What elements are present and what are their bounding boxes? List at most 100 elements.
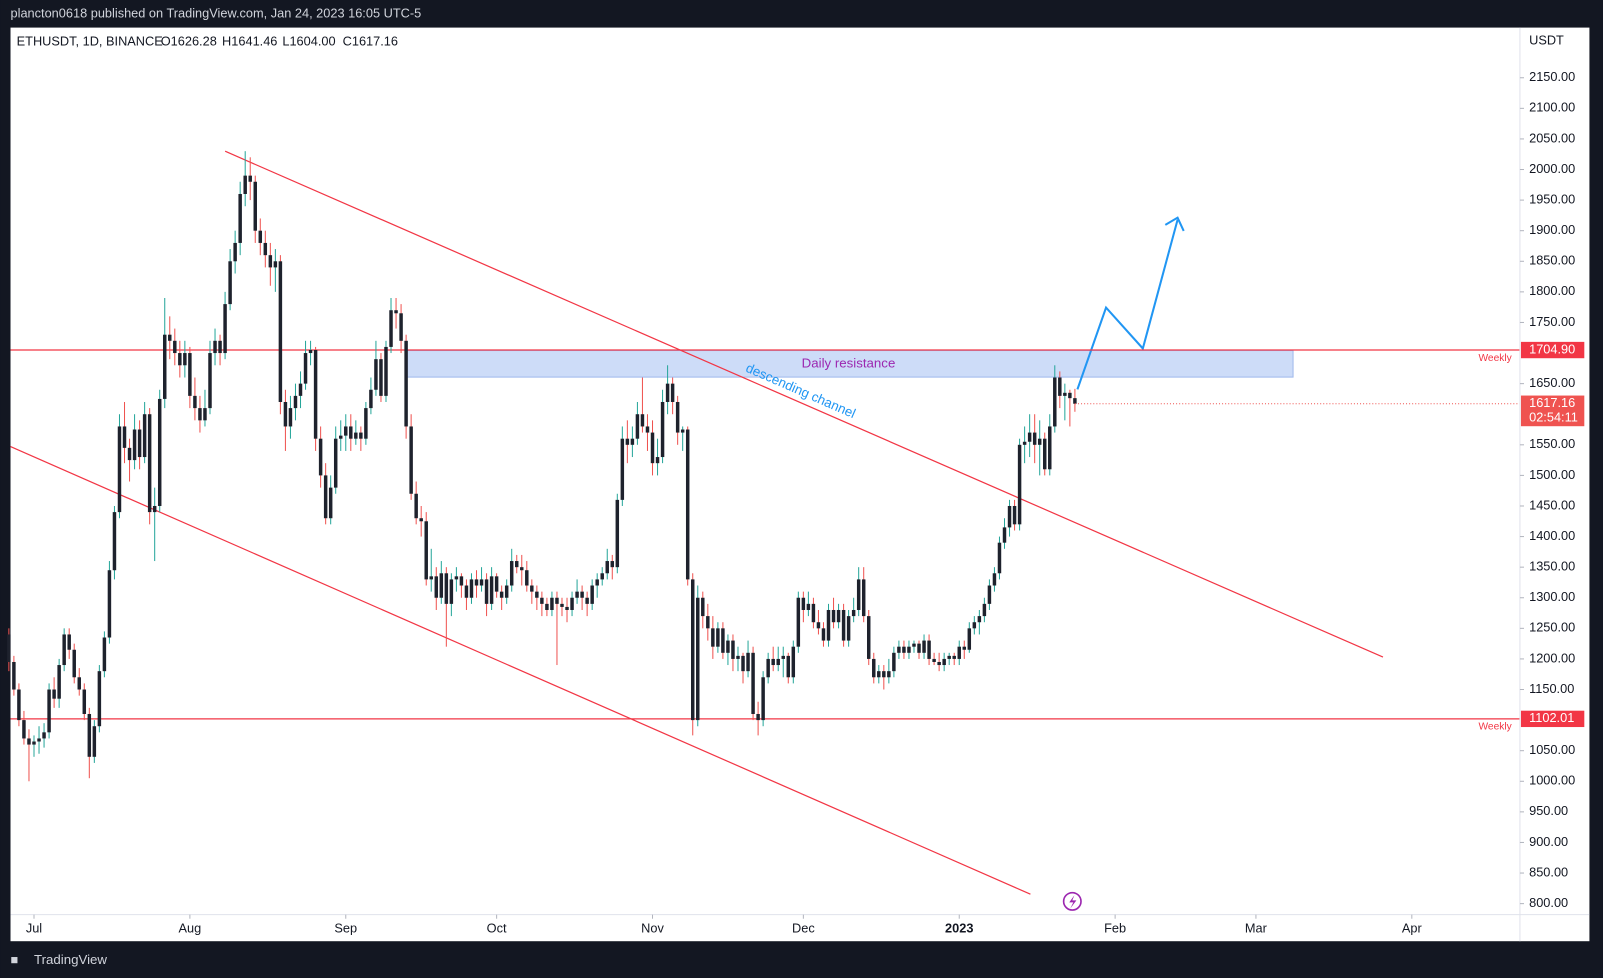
candle-body: [937, 661, 941, 666]
candle-body: [796, 597, 801, 647]
candle-body: [117, 426, 122, 513]
candle-body: [907, 646, 911, 653]
candle-body: [947, 655, 951, 659]
y-tick-label: 1500.00: [1529, 467, 1575, 482]
x-tick-label: 2023: [945, 920, 973, 935]
candle-body: [127, 447, 132, 461]
candle-body: [484, 579, 489, 604]
candle-body: [746, 652, 750, 672]
candle-body: [1017, 444, 1022, 525]
candle-body: [600, 573, 604, 580]
candle-body: [1002, 527, 1007, 543]
candle-body: [650, 432, 655, 464]
candle-body: [424, 521, 428, 580]
candle-body: [198, 408, 202, 421]
candle-body: [997, 542, 1002, 574]
candle-body: [454, 576, 459, 580]
currency: USDT: [1529, 32, 1564, 47]
candle-body: [967, 628, 972, 650]
candle-body: [384, 346, 388, 396]
candle-body: [811, 603, 816, 623]
candle-body: [273, 261, 278, 268]
candle-body: [801, 597, 806, 610]
resistance-zone: [405, 350, 1294, 378]
footer-brand: TradingView: [34, 952, 107, 967]
candle-body: [193, 395, 197, 409]
y-tick-label: 1150.00: [1529, 681, 1574, 696]
candle-body: [550, 597, 554, 610]
x-tick-label: Feb: [1104, 920, 1126, 935]
candle-body: [32, 741, 36, 745]
y-tick-label: 1900.00: [1529, 222, 1575, 237]
candle-body: [308, 349, 313, 354]
candle-body: [716, 628, 720, 647]
y-tick-label: 2150.00: [1529, 69, 1575, 84]
x-tick-label: Mar: [1245, 920, 1268, 935]
candle-body: [615, 499, 620, 568]
candle-body: [751, 652, 755, 714]
candle-body: [977, 616, 982, 623]
y-tick-label: 1400.00: [1529, 528, 1575, 543]
candle-body: [670, 383, 675, 402]
candle-body: [690, 579, 695, 721]
candle-body: [1012, 505, 1017, 525]
candle-body: [173, 340, 177, 354]
candle-body: [645, 426, 650, 433]
candle-body: [147, 414, 152, 513]
candle-body: [92, 726, 97, 757]
candle-body: [680, 429, 685, 433]
y-tick-label: 1550.00: [1529, 436, 1575, 451]
y-tick-label: 950.00: [1529, 803, 1568, 818]
ohlc-close: C1617.16: [343, 33, 398, 48]
candle-body: [112, 512, 117, 571]
y-tick-label: 1250.00: [1529, 620, 1575, 635]
candle-body: [701, 597, 705, 617]
candle-body: [489, 576, 494, 604]
candle-body: [861, 579, 866, 617]
candle-body: [836, 609, 841, 623]
candle-body: [137, 429, 142, 458]
candle-body: [987, 585, 992, 604]
candle-body: [640, 414, 645, 427]
candle-body: [77, 677, 81, 690]
candle-body: [37, 738, 41, 742]
y-tick-label: 1350.00: [1529, 559, 1575, 574]
candle-body: [509, 561, 514, 586]
candle-body: [821, 628, 826, 641]
candle-body: [841, 609, 846, 641]
candle-body: [288, 408, 293, 427]
candle-body: [766, 658, 770, 678]
y-tick-label: 900.00: [1529, 834, 1568, 849]
candle-body: [706, 616, 710, 629]
candle-body: [917, 643, 921, 653]
candle-body: [982, 603, 987, 617]
x-tick-label: Sep: [334, 920, 357, 935]
candle-body: [102, 637, 107, 672]
candle-body: [1073, 398, 1077, 404]
candle-body: [183, 353, 187, 366]
candle-body: [313, 349, 318, 439]
candle-body: [736, 655, 740, 659]
candle-body: [545, 603, 549, 610]
x-tick-label: Dec: [792, 920, 815, 935]
candle-body: [409, 426, 413, 494]
event-icon[interactable]: [1062, 891, 1082, 911]
candle-body: [42, 732, 46, 739]
publisher-line: plancton0618 published on TradingView.co…: [11, 6, 422, 21]
candle-body: [575, 591, 579, 598]
candle-body: [444, 573, 449, 604]
candle-body: [610, 561, 615, 568]
candle-body: [354, 432, 358, 439]
candle-body: [927, 640, 931, 659]
candle-body: [399, 313, 403, 341]
candle-body: [942, 658, 946, 666]
candle-body: [429, 576, 433, 580]
last-price-label: 1617.16: [1529, 395, 1575, 410]
candle-body: [791, 646, 796, 678]
candle-body: [756, 713, 760, 721]
ohlc-open: O1626.28: [161, 33, 217, 48]
candle-body: [635, 414, 640, 439]
y-tick-label: 1300.00: [1529, 589, 1575, 604]
candle-body: [922, 640, 926, 653]
level-tag: Weekly: [1478, 353, 1512, 364]
